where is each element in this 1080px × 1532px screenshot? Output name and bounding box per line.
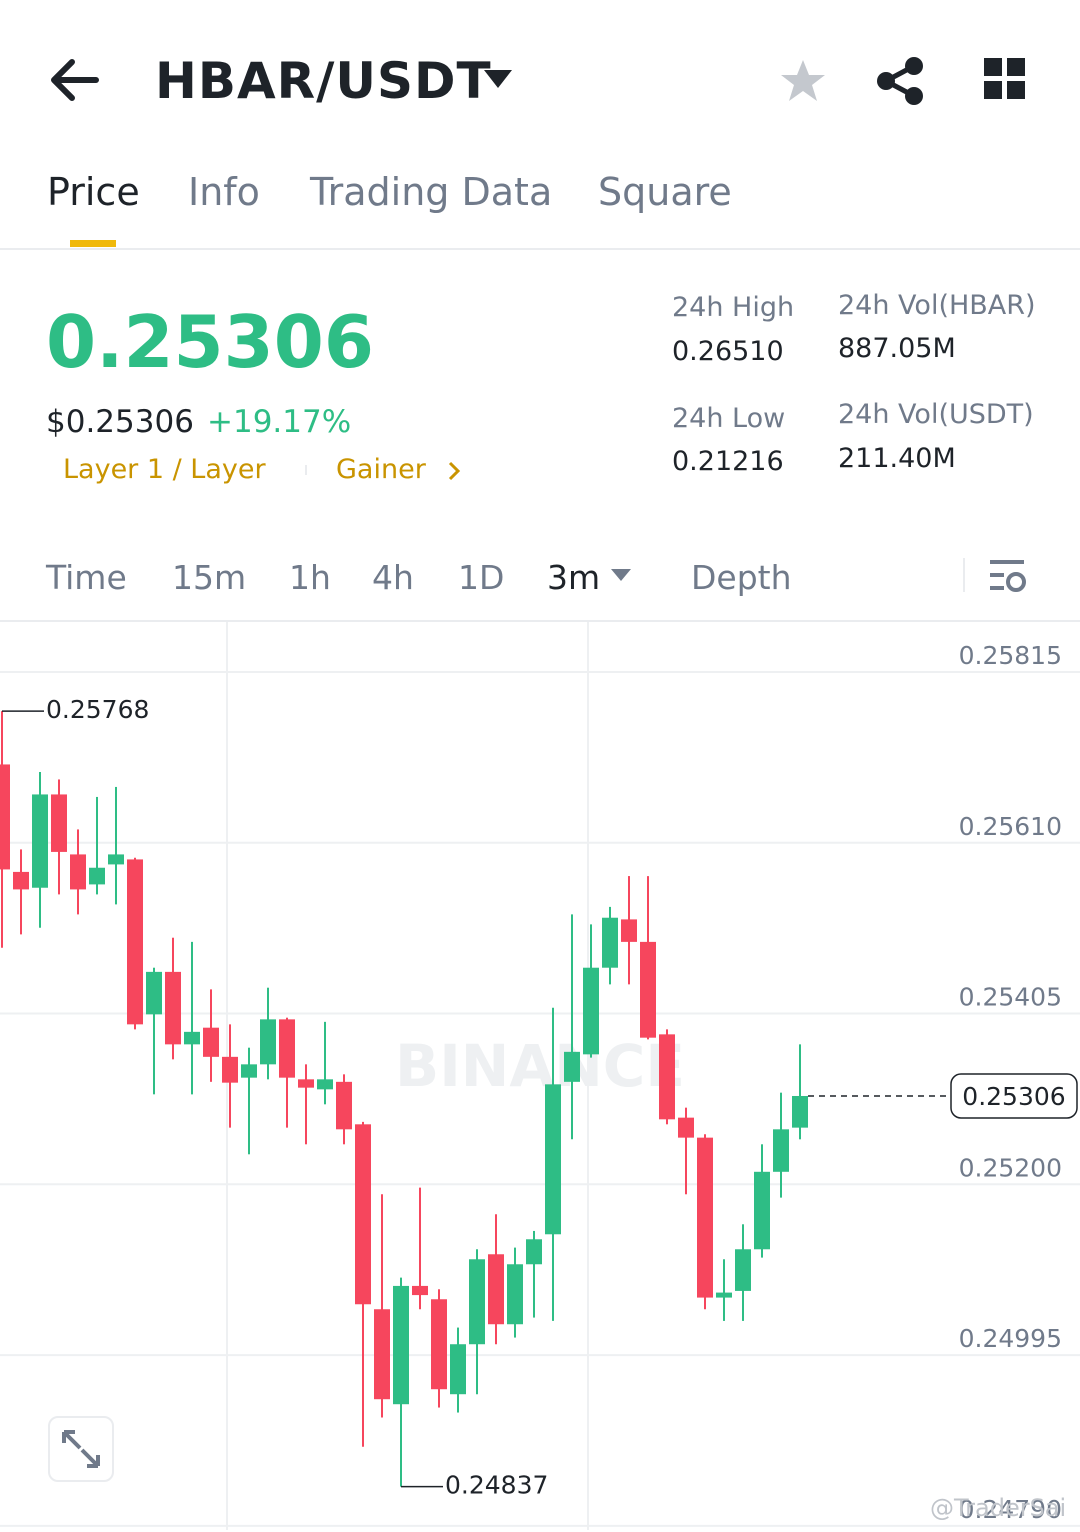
candle-body <box>108 854 124 865</box>
interval[interactable]: Depth <box>691 558 792 597</box>
interval[interactable]: 4h <box>372 558 414 597</box>
candle-body <box>336 1081 352 1130</box>
y-tick-label: 0.25200 <box>959 1153 1062 1182</box>
candle-body <box>260 1019 276 1065</box>
price-change: +19.17% <box>207 404 352 440</box>
candle-body <box>279 1019 295 1078</box>
candle-body <box>127 859 143 1025</box>
candle-body <box>621 919 637 942</box>
y-tick-label: 0.25610 <box>959 812 1062 841</box>
candle-body <box>89 867 105 885</box>
stat-value: 887.05M <box>838 333 956 364</box>
candle-body <box>13 871 29 890</box>
candle-body <box>241 1064 257 1078</box>
usd-price: $0.25306 <box>46 404 194 440</box>
candle-body <box>51 794 67 852</box>
min-label: 0.24837 <box>445 1471 548 1500</box>
candle-body <box>792 1095 808 1128</box>
current-price-label: 0.25306 <box>962 1082 1065 1111</box>
candle-body <box>659 1034 675 1120</box>
divider <box>0 620 1080 622</box>
candle-body <box>488 1254 504 1325</box>
watermark: BINANCE <box>395 1032 685 1100</box>
tab-indicator <box>70 240 116 247</box>
stat-value: 0.21216 <box>672 446 784 477</box>
favorite-star[interactable] <box>780 58 826 104</box>
candle-body <box>678 1117 694 1138</box>
back-button[interactable] <box>50 58 100 102</box>
candle-body <box>697 1137 713 1298</box>
candle-body <box>450 1344 466 1395</box>
candle-body <box>469 1259 485 1345</box>
candle-body <box>70 854 86 890</box>
tag-chevron[interactable] <box>446 460 462 482</box>
stat-label: 24h Low <box>672 403 786 434</box>
candle-body <box>146 971 162 1015</box>
expand-icon <box>62 1430 100 1468</box>
y-tick-label: 0.25405 <box>959 983 1062 1012</box>
candle-body <box>374 1309 390 1400</box>
candle-body <box>545 1084 561 1235</box>
candle-body <box>526 1239 542 1265</box>
candle-body <box>184 1031 200 1045</box>
candle-body <box>773 1129 789 1172</box>
expand-button[interactable] <box>48 1416 114 1482</box>
tab[interactable]: Price <box>47 170 140 214</box>
grid-menu[interactable] <box>984 58 1026 100</box>
last-price: 0.25306 <box>46 300 374 384</box>
chart-settings[interactable] <box>988 558 1028 596</box>
tag[interactable]: Gainer <box>336 454 426 485</box>
y-tick-label: 0.25815 <box>959 641 1062 670</box>
share-button[interactable] <box>876 56 924 106</box>
current-price-box <box>950 1073 1078 1119</box>
candle-body <box>355 1124 371 1305</box>
pair-dropdown[interactable] <box>482 68 514 90</box>
tab[interactable]: Trading Data <box>310 170 553 214</box>
candle-body <box>640 941 656 1038</box>
divider <box>0 248 1080 250</box>
candle-body <box>583 967 599 1055</box>
y-tick-label: 0.24790 <box>959 1495 1062 1524</box>
candle-body <box>507 1264 523 1325</box>
tag-separator <box>305 465 307 475</box>
tab[interactable]: Square <box>598 170 732 214</box>
candlestick-chart: BINANCE 0.25815 0.25610 0.25405 0.25200 0.24… <box>0 622 1080 1530</box>
stat-value: 211.40M <box>838 443 956 474</box>
stat-value: 0.26510 <box>672 336 784 367</box>
interval[interactable]: 3m <box>547 558 601 597</box>
candle-body <box>564 1051 580 1082</box>
candle-body <box>602 917 618 968</box>
interval[interactable]: 1h <box>289 558 331 597</box>
candle-body <box>222 1056 238 1083</box>
interval[interactable]: 1D <box>458 558 505 597</box>
interval-dropdown[interactable] <box>610 568 632 582</box>
footer-watermark: @TraderSai <box>930 1494 1067 1522</box>
candle-body <box>754 1171 770 1250</box>
candle-body <box>716 1292 732 1298</box>
interval[interactable]: 15m <box>172 558 247 597</box>
candle-body <box>431 1299 447 1390</box>
candle-body <box>412 1285 428 1296</box>
candle-body <box>32 794 48 888</box>
y-tick-label: 0.24995 <box>959 1324 1062 1353</box>
candle-body <box>393 1285 409 1405</box>
stat-label: 24h High <box>672 292 795 323</box>
candle-body <box>203 1027 219 1057</box>
divider <box>963 558 965 592</box>
max-label: 0.25768 <box>46 695 149 724</box>
candle-body <box>735 1249 751 1291</box>
tag[interactable]: Layer 1 / Layer <box>63 454 266 485</box>
candle-body <box>317 1079 333 1090</box>
interval[interactable]: Time <box>46 558 127 597</box>
pair-title[interactable]: HBAR/USDT <box>155 52 492 110</box>
tab[interactable]: Info <box>188 170 260 214</box>
candle-body <box>165 971 181 1045</box>
stat-label: 24h Vol(USDT) <box>838 399 1034 430</box>
candle-body <box>0 764 10 870</box>
candle-body <box>298 1079 314 1088</box>
stat-label: 24h Vol(HBAR) <box>838 290 1036 321</box>
